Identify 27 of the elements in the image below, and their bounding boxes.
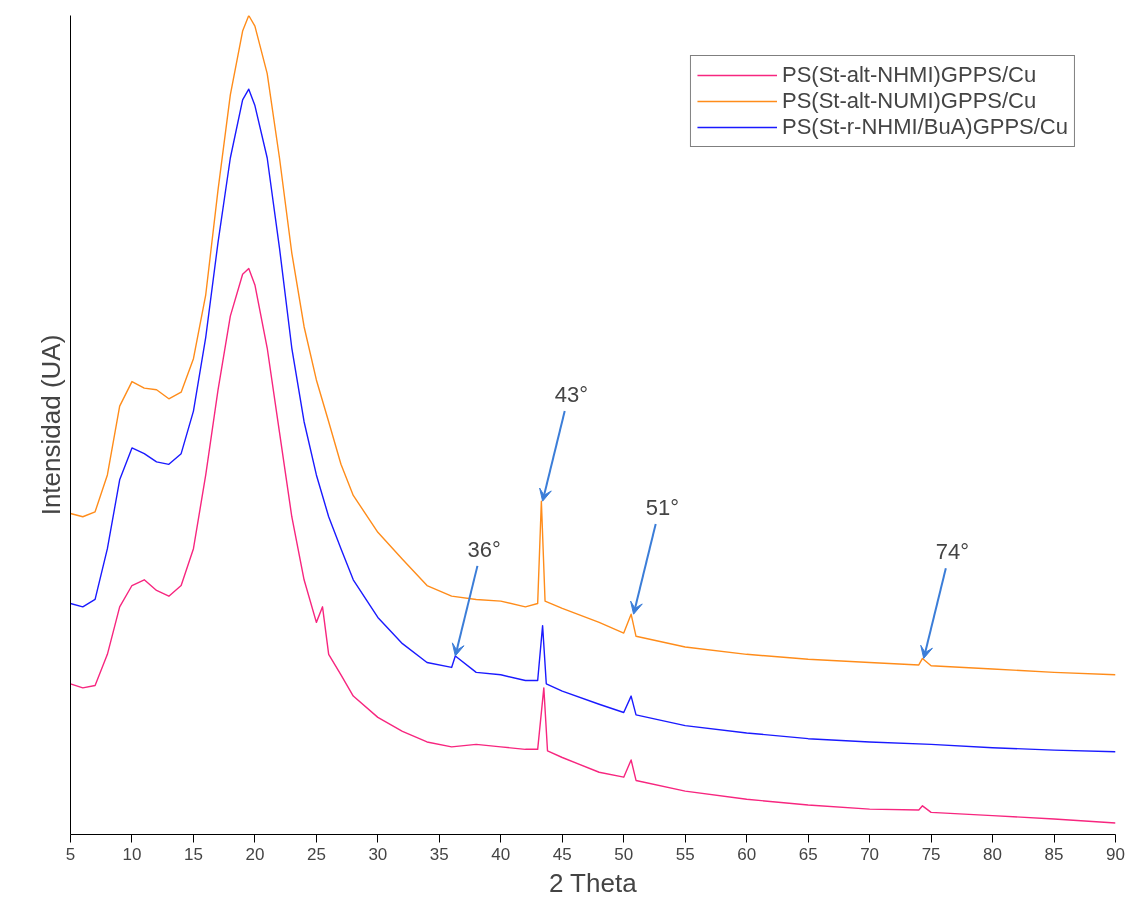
x-tick-label: 80 — [983, 844, 1003, 864]
x-axis-title: 2 Theta — [548, 867, 638, 898]
annotation: 43° — [554, 382, 588, 408]
legend-label: PS(St-alt-NHMI)GPPS/Cu — [781, 62, 1037, 88]
annotation: 51° — [645, 495, 679, 521]
x-tick-label: 5 — [65, 844, 76, 864]
y-axis-title: Intensidad (UA) — [35, 334, 66, 516]
x-tick-label: 30 — [368, 844, 388, 864]
x-tick-label: 55 — [675, 844, 695, 864]
x-tick-label: 70 — [860, 844, 880, 864]
x-tick-label: 45 — [552, 844, 572, 864]
x-tick-label: 15 — [183, 844, 203, 864]
x-tick-label: 10 — [122, 844, 142, 864]
x-tick-label: 60 — [737, 844, 757, 864]
annotation: 36° — [467, 536, 501, 562]
x-tick-label: 35 — [429, 844, 449, 864]
legend-label: PS(St-alt-NUMI)GPPS/Cu — [781, 88, 1037, 114]
x-tick-label: 85 — [1044, 844, 1064, 864]
legend-label: PS(St-r-NHMI/BuA)GPPS/Cu — [781, 114, 1068, 140]
x-tick-label: 20 — [245, 844, 265, 864]
x-tick-label: 65 — [798, 844, 818, 864]
x-tick-label: 90 — [1106, 844, 1125, 864]
annotation: 74° — [935, 539, 970, 565]
x-tick-label: 50 — [614, 844, 634, 864]
x-tick-label: 25 — [306, 844, 326, 864]
x-tick-label: 40 — [491, 844, 511, 864]
x-tick-label: 75 — [921, 844, 941, 864]
